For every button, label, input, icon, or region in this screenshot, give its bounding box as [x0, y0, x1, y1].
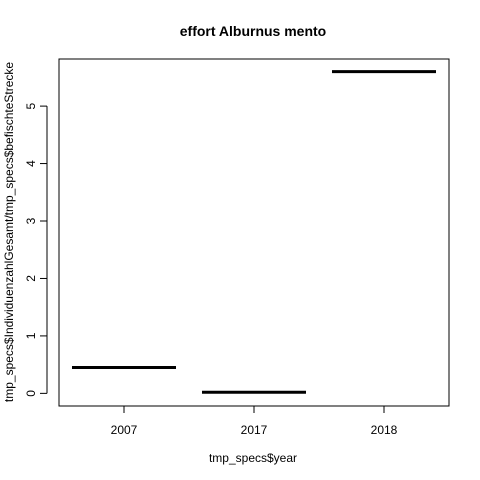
y-tick-label: 5 — [24, 102, 38, 109]
x-tick-label: 2007 — [111, 423, 138, 437]
y-tick-label: 3 — [24, 217, 38, 224]
x-tick-label: 2018 — [371, 423, 398, 437]
y-tick-label: 4 — [24, 160, 38, 167]
y-axis-label: tmp_specs$IndividuenzahlGesamt/tmp_specs… — [2, 62, 16, 403]
y-axis: 0 1 2 3 4 5 — [24, 102, 48, 397]
y-tick-label: 0 — [24, 390, 38, 397]
plot-frame — [58, 58, 450, 407]
x-axis: 2007 2017 2018 — [111, 405, 398, 437]
y-tick-label: 2 — [24, 275, 38, 282]
chart-title: effort Alburnus mento — [180, 23, 326, 39]
x-axis-label: tmp_specs$year — [209, 451, 297, 465]
y-tick-label: 1 — [24, 332, 38, 339]
x-tick-label: 2017 — [241, 423, 268, 437]
medians — [72, 70, 436, 394]
